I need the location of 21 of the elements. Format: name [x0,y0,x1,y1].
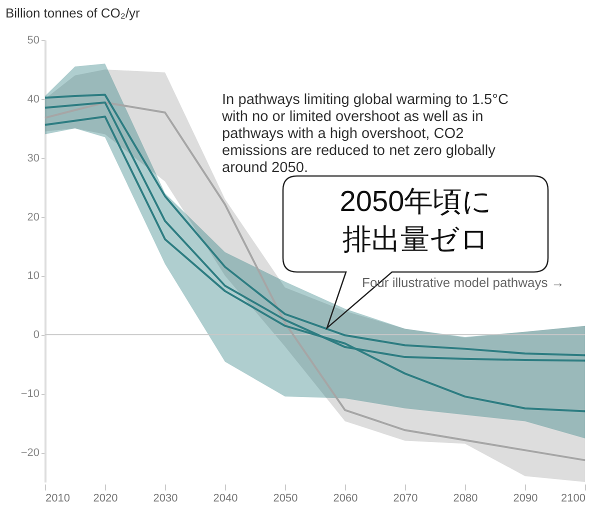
annotation: 2050年頃に排出量ゼロ [338,185,494,258]
y-tick-label: −20 [20,447,40,460]
y-tick-label: 20 [27,211,40,224]
y-tick-label: 30 [27,152,40,164]
x-tick-label: 2050 [273,492,298,504]
x-tick-label: 2100 [561,492,586,504]
x-tick-label: 2020 [93,492,118,504]
x-tick-label: 2040 [213,492,238,504]
x-tick-label: 2030 [153,492,178,504]
y-tick-label: 40 [27,93,40,106]
y-tick-label: 10 [27,270,40,282]
y-tick-label: 0 [33,329,40,342]
x-tick-label: 2080 [453,492,478,504]
annotation: In pathways limiting global warming to 1.5°C with no or limited overshoot as well as in pathways with a high overshoot, CO2 emissions are reduced to net zero globally around 2050. [222,92,510,178]
x-tick-label: 2060 [333,492,358,504]
x-tick-label: 2090 [513,492,538,504]
x-tick-label: 2010 [46,492,70,504]
y-axis-title: Billion tonnes of CO₂/yr [6,6,141,20]
y-tick-label: −10 [20,388,40,400]
y-tick-label: 50 [27,34,40,46]
x-tick-label: 2070 [393,492,418,504]
